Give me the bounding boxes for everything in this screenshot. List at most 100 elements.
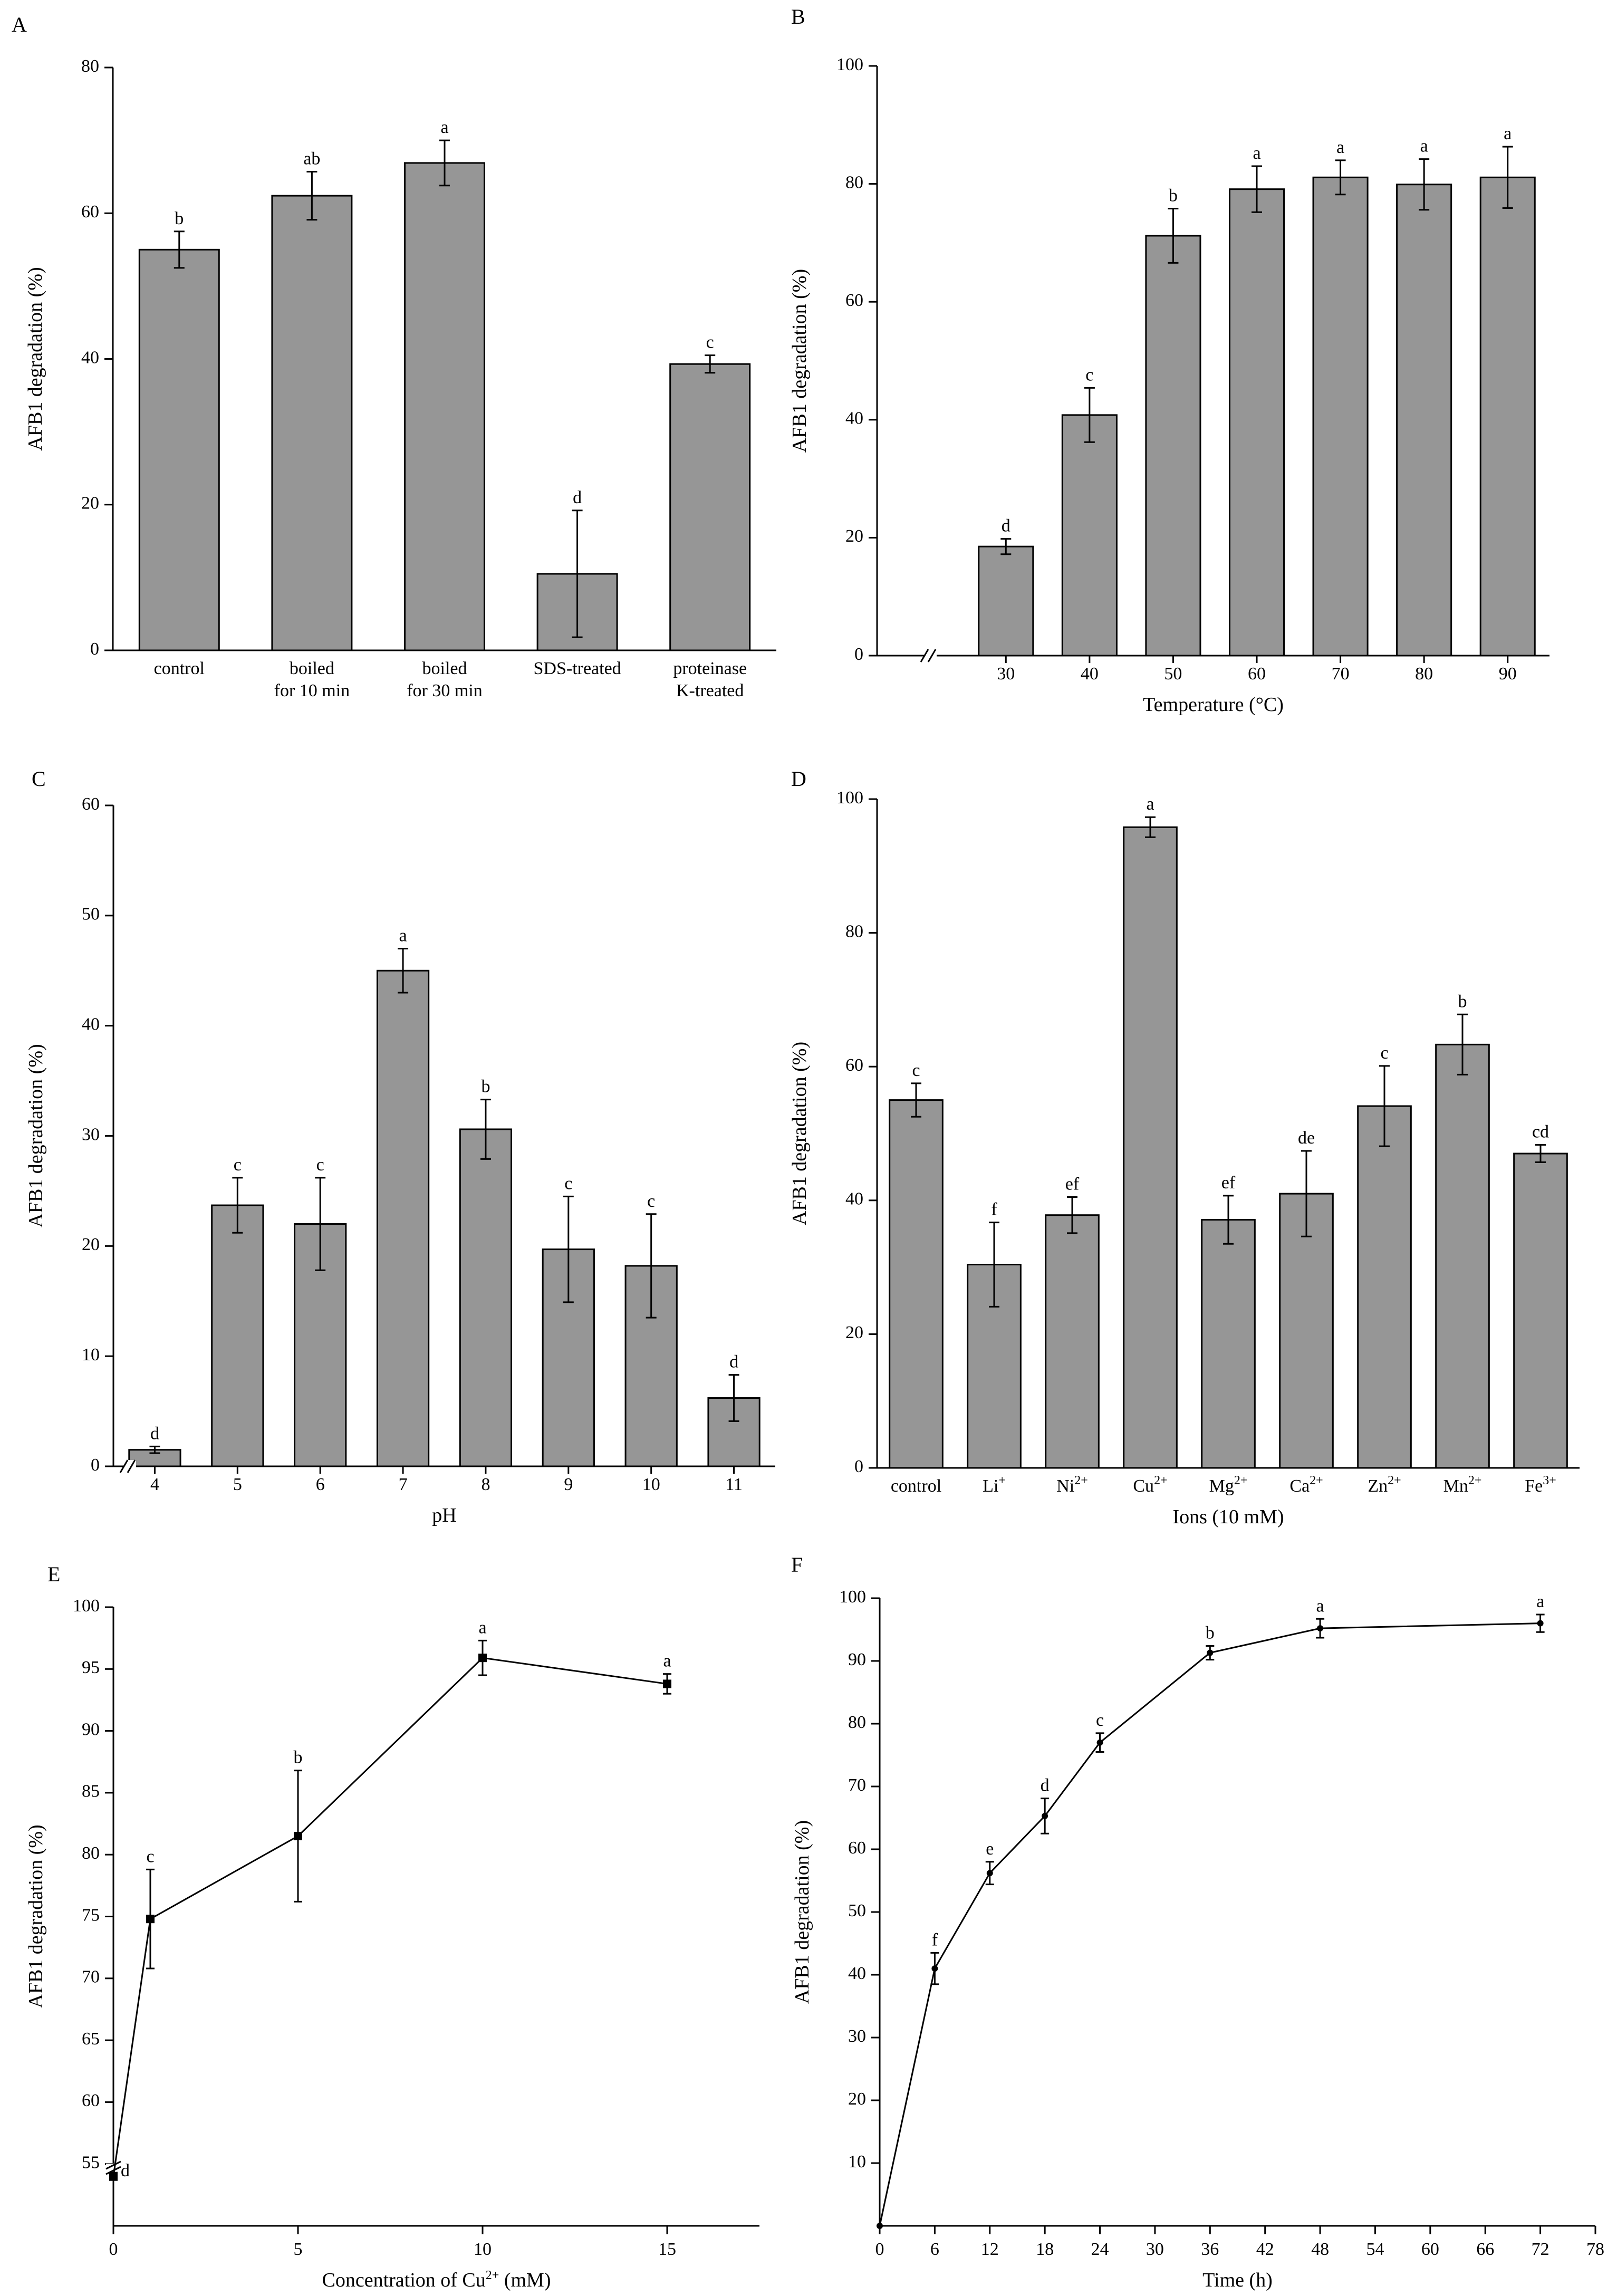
x-tick-label: for 10 min — [274, 681, 350, 700]
x-axis-label: Time (h) — [1202, 2269, 1273, 2291]
bar — [1312, 176, 1369, 657]
significance-letter: ab — [303, 149, 320, 169]
x-tick-label: Mn2+ — [1443, 1474, 1482, 1496]
significance-letter: c — [234, 1155, 242, 1175]
y-tick-label: 40 — [848, 1964, 866, 1983]
data-point — [146, 1915, 155, 1924]
significance-letter: a — [399, 926, 407, 945]
x-tick-label: SDS-treated — [534, 659, 621, 678]
x-tick-label: K-treated — [676, 681, 744, 700]
x-tick-label: 24 — [1091, 2240, 1109, 2259]
significance-letter: a — [1316, 1596, 1324, 1616]
data-point — [931, 1965, 938, 1972]
y-tick-label: 60 — [845, 291, 863, 310]
bar — [1357, 1105, 1412, 1469]
y-tick-label: 0 — [854, 1457, 863, 1476]
y-tick-label: 40 — [81, 348, 99, 367]
y-tick-label: 20 — [845, 526, 863, 546]
x-tick-label: control — [891, 1476, 941, 1496]
x-tick-label: Ca2+ — [1289, 1474, 1323, 1496]
x-tick-label: 78 — [1586, 2240, 1604, 2259]
x-axis-label: Ions (10 mM) — [1172, 1506, 1284, 1528]
significance-letter: a — [1420, 137, 1428, 156]
data-point — [1042, 1812, 1048, 1819]
x-tick-label: 5 — [233, 1475, 242, 1494]
significance-letter: c — [1085, 365, 1093, 385]
x-axis-label: Temperature (°C) — [1143, 694, 1284, 716]
significance-letter: c — [146, 1847, 154, 1866]
x-tick-label: for 30 min — [407, 681, 483, 700]
y-tick-label: 0 — [90, 639, 99, 659]
x-tick-label: 12 — [981, 2240, 999, 2259]
axis-break-mark — [105, 2160, 121, 2170]
significance-letter: c — [706, 333, 714, 352]
x-tick-label: Cu2+ — [1133, 1474, 1167, 1496]
x-tick-label: 6 — [316, 1475, 325, 1494]
bar — [1513, 1152, 1568, 1469]
x-tick-label: proteinase — [673, 659, 747, 678]
x-tick-label: 80 — [1415, 664, 1433, 684]
significance-letter: c — [316, 1155, 324, 1175]
bar — [1061, 414, 1118, 657]
significance-letter: d — [1041, 1776, 1050, 1795]
series-line — [112, 1657, 668, 2177]
significance-letter: de — [1298, 1128, 1315, 1148]
y-tick-label: 20 — [848, 2089, 866, 2109]
y-tick-label: 0 — [91, 1455, 100, 1475]
panel-label: B — [791, 5, 805, 28]
significance-letter: a — [1253, 143, 1260, 163]
data-point — [1537, 1620, 1544, 1627]
bar — [1279, 1193, 1334, 1469]
y-tick-label: 70 — [82, 1967, 100, 1987]
x-tick-label: 60 — [1421, 2240, 1439, 2259]
x-tick-label: boiled — [290, 659, 334, 678]
y-tick-label: 20 — [81, 494, 99, 513]
y-axis-label: AFB1 degradation (%) — [24, 267, 46, 450]
panel-label: D — [791, 767, 806, 791]
bar — [1396, 184, 1452, 657]
axis-break-mark — [127, 1459, 136, 1473]
bar — [1145, 235, 1201, 657]
x-tick-label: 50 — [1164, 664, 1182, 684]
y-axis-label: AFB1 degradation (%) — [25, 1044, 47, 1227]
significance-letter: d — [121, 2161, 130, 2180]
y-tick-label: 80 — [845, 921, 863, 941]
significance-letter: d — [150, 1424, 159, 1443]
panel-d-bar-chart: D 0 20 40 60 80 100 AFB1 degradation (%) c contro… — [788, 767, 1580, 1528]
significance-letter: b — [1169, 186, 1178, 206]
bar — [889, 1099, 944, 1469]
x-tick-label: 66 — [1476, 2240, 1494, 2259]
series-line — [879, 1622, 1541, 2226]
significance-letter: a — [663, 1651, 671, 1671]
y-tick-label: 100 — [836, 55, 863, 74]
y-tick-label: 80 — [845, 172, 863, 192]
y-tick-label: 40 — [82, 1014, 100, 1034]
data-point — [877, 2223, 883, 2229]
significance-letter: c — [1096, 1711, 1104, 1730]
x-tick-label: 4 — [150, 1475, 159, 1494]
y-tick-label: 75 — [82, 1905, 100, 1925]
significance-letter: ef — [1221, 1173, 1236, 1193]
x-tick-label: 72 — [1532, 2240, 1549, 2259]
axis-break-mark — [927, 649, 937, 662]
bar — [271, 195, 353, 651]
significance-letter: a — [1336, 138, 1344, 157]
y-tick-label: 60 — [81, 202, 99, 222]
y-tick-label: 50 — [82, 905, 100, 924]
y-tick-label: 10 — [82, 1345, 100, 1365]
x-tick-label: 9 — [564, 1475, 573, 1494]
y-tick-label: 55 — [82, 2153, 100, 2172]
panel-label: A — [12, 13, 27, 36]
bar — [1228, 188, 1285, 657]
significance-letter: a — [1146, 794, 1154, 814]
bar — [376, 969, 430, 1467]
x-tick-label: Li+ — [983, 1474, 1006, 1496]
x-tick-label: 70 — [1332, 664, 1350, 684]
significance-letter: b — [294, 1748, 303, 1767]
y-tick-label: 100 — [836, 788, 863, 808]
significance-letter: c — [912, 1061, 920, 1080]
significance-letter: b — [175, 209, 184, 228]
y-axis-label: AFB1 degradation (%) — [788, 269, 811, 453]
x-tick-label: 15 — [658, 2240, 676, 2259]
